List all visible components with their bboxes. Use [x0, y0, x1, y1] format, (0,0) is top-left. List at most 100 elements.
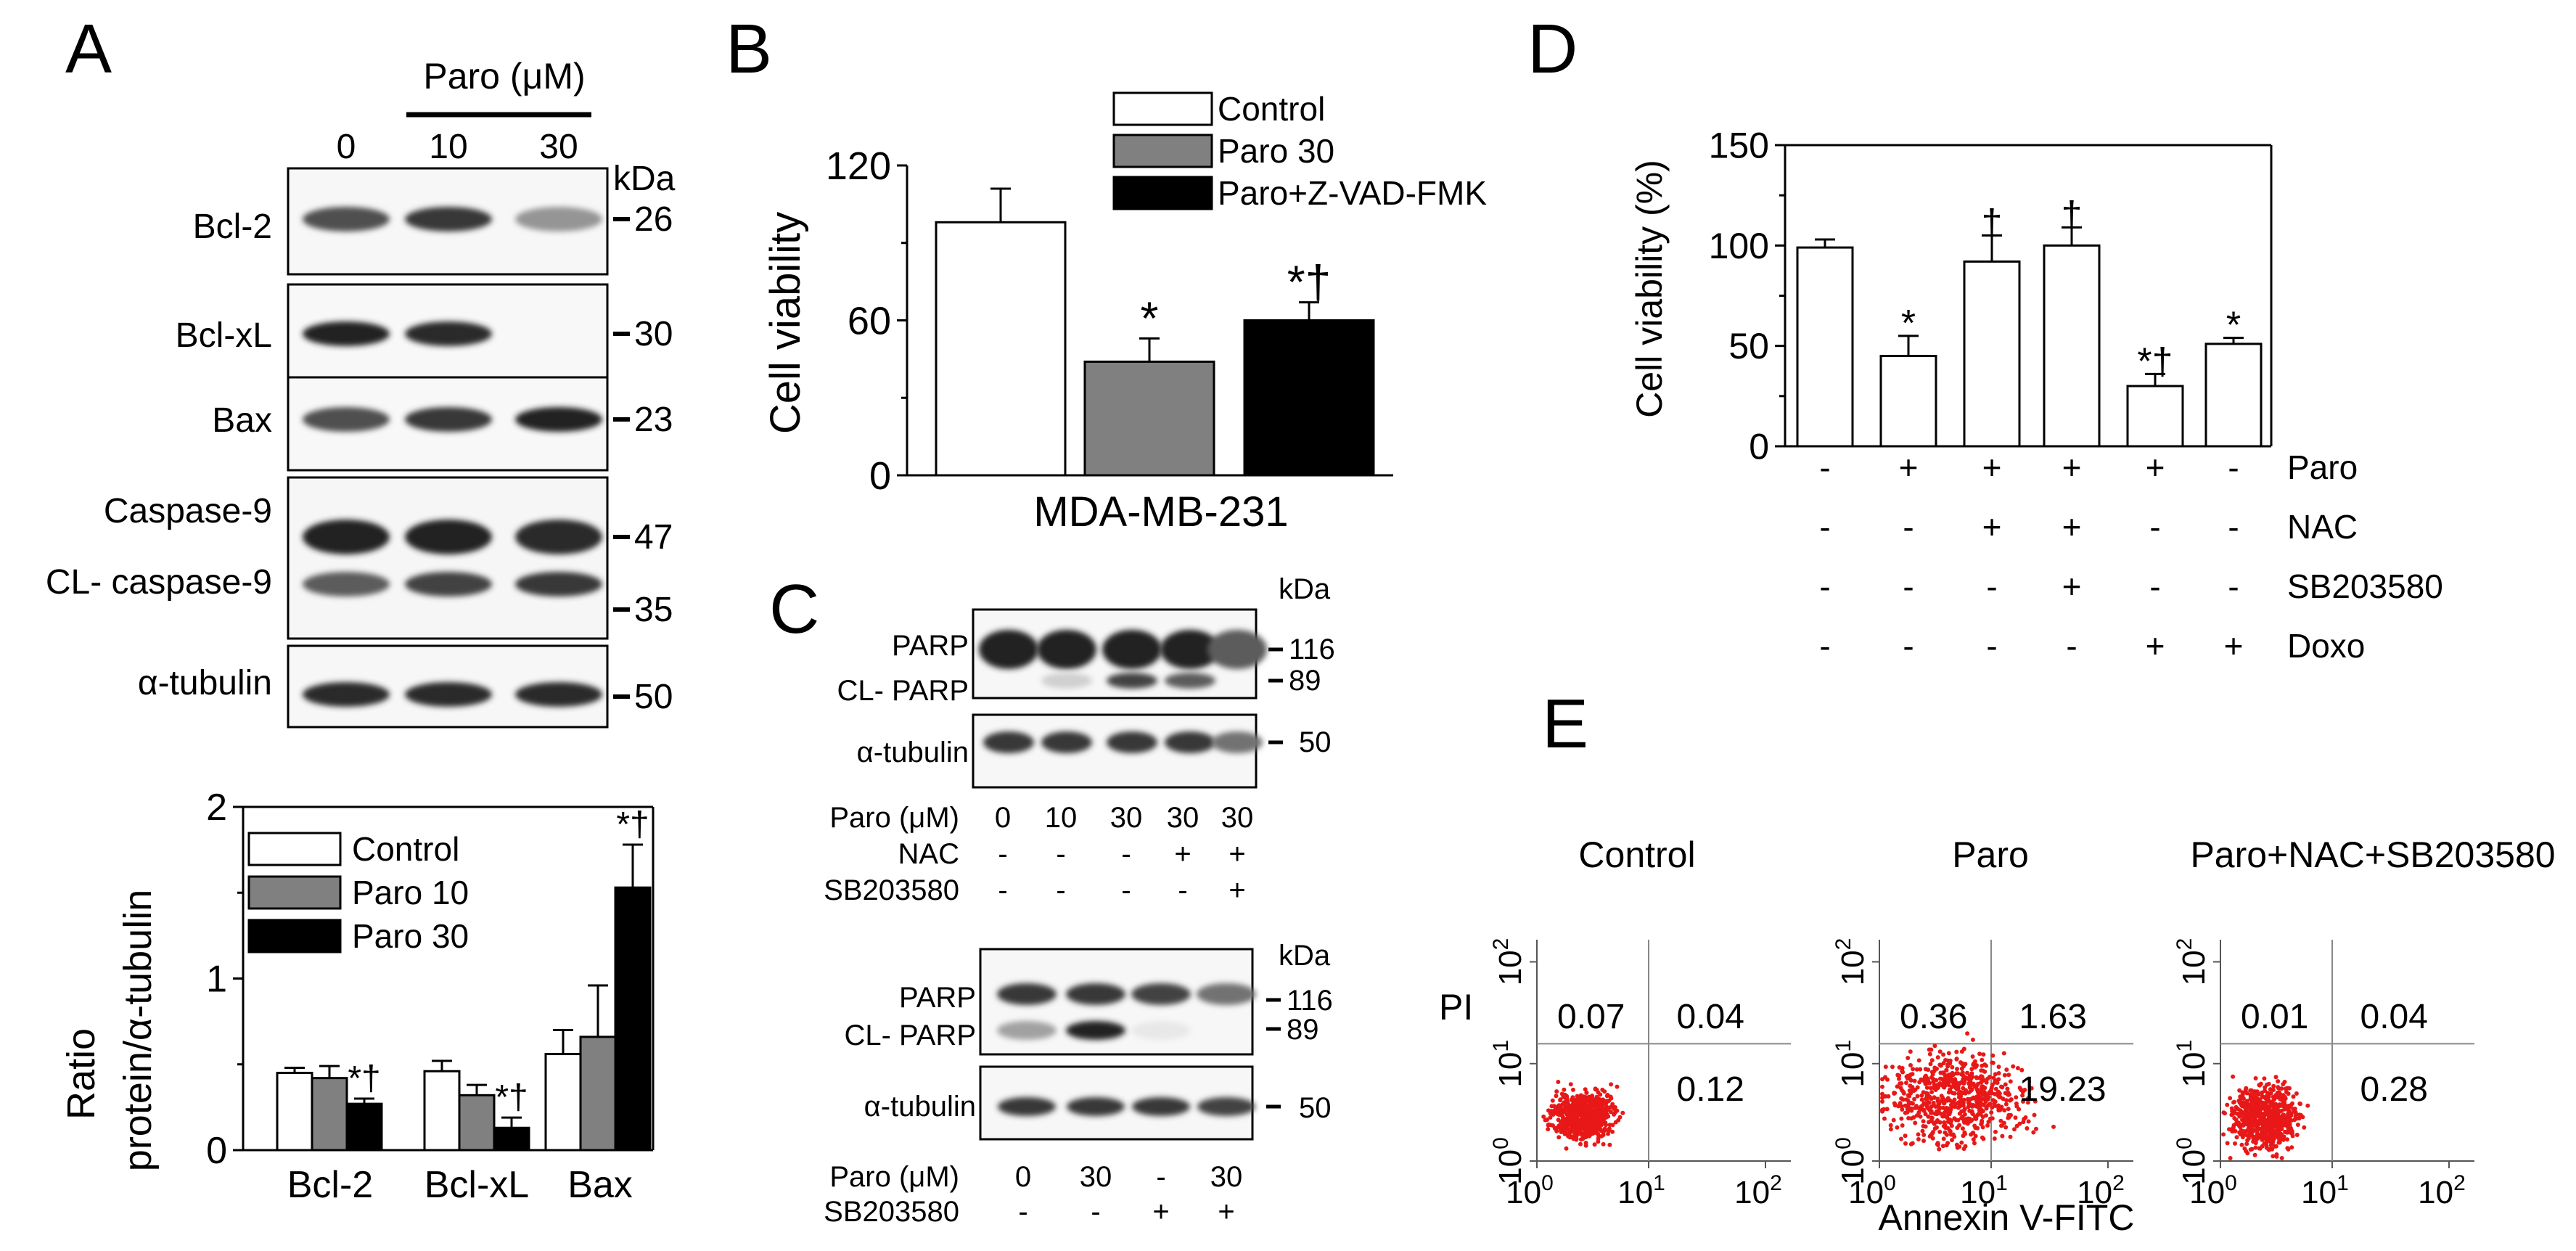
event-dot: [1954, 1142, 1959, 1147]
event-dot: [1580, 1107, 1586, 1112]
event-dot: [1979, 1068, 1984, 1073]
a-frame-casp9: [287, 476, 609, 640]
event-dot: [2240, 1135, 2245, 1140]
event-dot: [1946, 1051, 1951, 1056]
legend-label: Control: [1218, 90, 1325, 128]
event-dot: [1912, 1096, 1917, 1102]
event-dot: [1911, 1067, 1916, 1072]
bar: [458, 1094, 496, 1152]
event-dot: [1927, 1134, 1932, 1139]
event-dot: [1990, 1116, 1995, 1121]
bar: [2126, 385, 2184, 448]
event-dot: [1929, 1118, 1934, 1123]
event-dot: [2032, 1112, 2037, 1117]
event-dot: [1891, 1117, 1896, 1123]
c-blot-2: kDa PARP CL- PARP α-tubulin 116 89 50 Pa…: [824, 940, 1333, 1228]
event-cloud: [2221, 1074, 2310, 1160]
event-dot: [1969, 1067, 1974, 1072]
quadrant-ur-value: 1.63: [2019, 998, 2087, 1036]
event-dot: [1958, 1080, 1964, 1085]
event-dot: [1937, 1076, 1943, 1081]
event-dot: [2234, 1117, 2239, 1123]
d-condition-value: -: [1819, 508, 1830, 546]
d-condition-value: +: [1982, 448, 2002, 486]
c2-band-cl-parp: [997, 1021, 1057, 1040]
d-bars: *† †*†*: [1796, 194, 2263, 448]
event-dot: [2003, 1102, 2009, 1107]
event-dot: [2239, 1122, 2244, 1127]
a-band: [303, 407, 390, 432]
event-dot: [1959, 1049, 1964, 1054]
c2-band-parp: [1066, 983, 1125, 1005]
significance-mark: †: [2062, 194, 2083, 236]
c2-condition-label: SB203580: [824, 1196, 959, 1228]
event-dot: [1546, 1127, 1551, 1132]
event-dot: [2008, 1134, 2013, 1139]
a-ylabel: Ratio: [60, 1028, 103, 1120]
flow-x-tick-label: 102: [1734, 1171, 1782, 1210]
event-dot: [1959, 1109, 1964, 1114]
y-tick-label: 0: [869, 454, 891, 498]
event-dot: [2017, 1107, 2022, 1112]
e-ylabel: PI: [1439, 987, 1473, 1028]
d-condition-value: -: [2228, 448, 2239, 486]
event-dot: [1620, 1110, 1625, 1115]
event-dot: [1941, 1136, 1946, 1141]
event-dot: [2273, 1129, 2278, 1134]
event-dot: [1969, 1088, 1973, 1094]
event-dot: [2026, 1119, 2031, 1124]
c2-band-parp: [997, 983, 1057, 1005]
c2-condition-value: 0: [1015, 1161, 1031, 1193]
b-xlabel: MDA-MB-231: [1033, 488, 1288, 536]
event-dot: [1999, 1084, 2003, 1089]
event-dot: [1593, 1124, 1599, 1129]
c1-band-parp: [1207, 630, 1267, 669]
event-dot: [2246, 1136, 2251, 1141]
flow-y-tick-label: 102: [1489, 938, 1528, 986]
panel-letter-a: A: [65, 10, 112, 88]
c1-band-parp: [1037, 630, 1096, 669]
event-dot: [1909, 1108, 1914, 1113]
c1-condition-label: SB203580: [824, 874, 959, 906]
event-dot: [1952, 1091, 1957, 1096]
y-tick-label: 0: [206, 1130, 227, 1172]
event-dot: [1612, 1112, 1617, 1117]
event-dot: [1942, 1120, 1947, 1125]
event-dot: [2263, 1088, 2268, 1094]
event-dot: [2006, 1107, 2011, 1112]
event-dot: [1562, 1087, 1567, 1092]
event-dot: [1926, 1067, 1931, 1072]
event-dot: [1883, 1065, 1888, 1070]
event-dot: [1959, 1140, 1964, 1145]
event-dot: [2002, 1108, 2007, 1113]
event-dot: [2297, 1101, 2302, 1106]
event-dot: [1937, 1120, 1943, 1125]
event-dot: [1954, 1049, 1959, 1054]
event-dot: [1921, 1124, 1926, 1128]
event-dot: [1971, 1137, 1976, 1142]
event-dot: [1911, 1088, 1916, 1094]
quadrant-ul-value: 0.01: [2241, 998, 2308, 1036]
event-dot: [2277, 1139, 2282, 1144]
event-dot: [1996, 1065, 2001, 1070]
event-dot: [2282, 1114, 2287, 1119]
event-dot: [1972, 1061, 1977, 1066]
event-dot: [1578, 1141, 1583, 1147]
event-dot: [1607, 1142, 1612, 1147]
event-dot: [1937, 1049, 1943, 1054]
event-dot: [2233, 1141, 2237, 1146]
event-dot: [1599, 1133, 1604, 1139]
y-tick-label: 120: [826, 144, 891, 188]
event-dot: [1935, 1141, 1940, 1146]
event-dot: [2230, 1109, 2235, 1114]
c1-band-cl-parp: [1165, 673, 1215, 689]
event-dot: [1591, 1131, 1595, 1136]
d-condition-value: -: [2228, 508, 2239, 546]
flow-x-tick-label: 102: [2418, 1171, 2466, 1210]
event-dot: [2231, 1123, 2236, 1128]
event-dot: [1967, 1073, 1972, 1078]
c1-bands: [979, 630, 1267, 753]
y-tick-label: 150: [1709, 126, 1769, 166]
